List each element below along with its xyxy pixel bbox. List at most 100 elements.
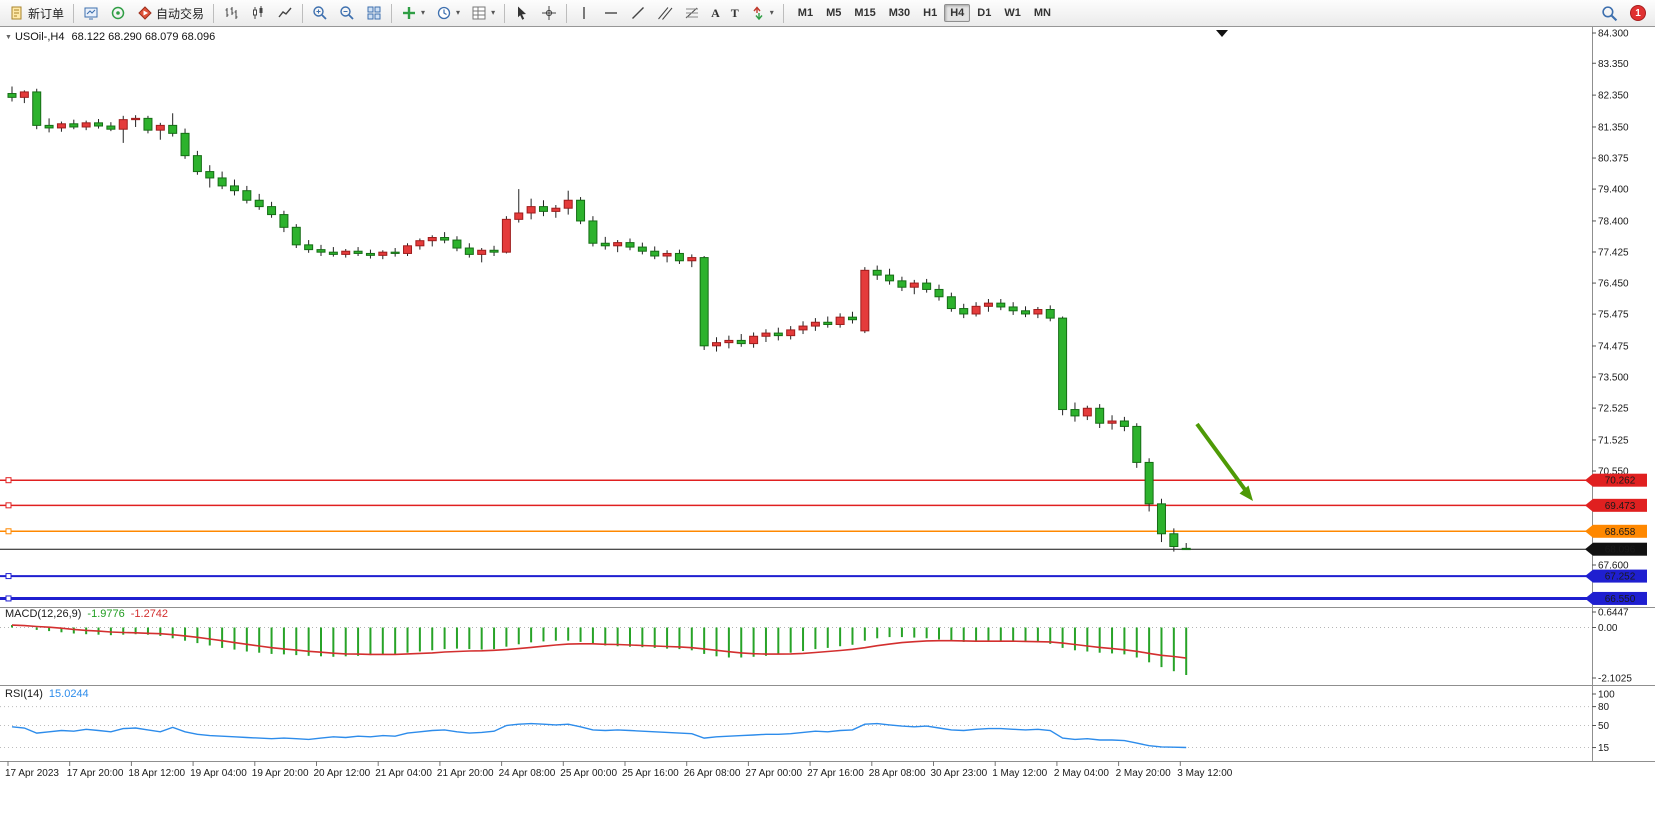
candle-body (810, 321, 820, 327)
indicators-dropdown-button[interactable]: ▾ (396, 2, 430, 24)
bar-chart-button[interactable] (218, 2, 244, 24)
level-lines[interactable] (0, 477, 1592, 602)
notification-badge[interactable]: 1 (1630, 5, 1646, 21)
timeframe-m15-button[interactable]: M15 (854, 7, 876, 19)
timeframe-m5-button[interactable]: M5 (826, 7, 842, 19)
timeframe-group: M1 M5 M15 M30 H1 H4 D1 W1 MN (792, 4, 1057, 22)
arrows-dropdown-button[interactable]: ▾ (745, 2, 779, 24)
time-axis[interactable]: 17 Apr 2023 17 Apr 20:00 18 Apr 12:00 19 Ap… (5, 761, 1233, 779)
candle-body (847, 316, 857, 321)
tile-windows-button[interactable] (361, 2, 387, 24)
candle-body (749, 335, 759, 345)
new-chart-button[interactable] (78, 2, 104, 24)
line-chart-button[interactable] (272, 2, 298, 24)
candlestick-chart-button[interactable] (245, 2, 271, 24)
scroll-end-marker[interactable] (1216, 30, 1228, 37)
channel-button[interactable] (652, 2, 678, 24)
template-dropdown-button[interactable]: ▾ (466, 2, 500, 24)
level-handle[interactable] (5, 477, 12, 484)
price-axis[interactable]: 84.300 83.350 82.350 81.350 80.375 79.400 78.4… (1592, 29, 1632, 755)
candle-body (452, 239, 462, 249)
candle-body (180, 132, 190, 157)
vertical-line-button[interactable] (571, 2, 597, 24)
candle-body (242, 190, 252, 201)
candle-body (7, 93, 17, 98)
timeframe-mn-button[interactable]: MN (1033, 7, 1051, 19)
candle-body (341, 250, 351, 255)
svg-text:79.400: 79.400 (1598, 185, 1629, 196)
trendline-button[interactable] (625, 2, 651, 24)
macd-name: MACD(12,26,9) (5, 608, 82, 620)
svg-text:24 Apr 08:00: 24 Apr 08:00 (499, 768, 556, 779)
svg-text:81.350: 81.350 (1598, 122, 1629, 133)
fibonacci-button[interactable] (679, 2, 705, 24)
toolbar: 新订单 自动交易 ▾ ▾ ▾ (0, 0, 1655, 27)
toolbar-separator (504, 3, 506, 23)
chart-title: ▼ USOil-,H4 68.122 68.290 68.079 68.096 (5, 31, 215, 43)
candle-body (576, 199, 586, 222)
period-dropdown-button[interactable]: ▾ (431, 2, 465, 24)
candle-body (1181, 547, 1191, 551)
search-button[interactable] (1596, 2, 1623, 24)
fibonacci-icon (685, 7, 699, 19)
svg-text:70.550: 70.550 (1598, 467, 1629, 478)
candle-body (786, 329, 796, 337)
candle-body (415, 240, 425, 247)
svg-text:28 Apr 08:00: 28 Apr 08:00 (869, 768, 926, 779)
candle-body (600, 242, 610, 247)
auto-trading-button[interactable]: 自动交易 (132, 2, 209, 24)
profiles-icon (111, 6, 125, 20)
macd-label: MACD(12,26,9) -1.9776 -1.2742 (5, 608, 168, 620)
toolbar-separator (782, 3, 784, 23)
timeframe-h1-button[interactable]: H1 (923, 7, 938, 19)
level-handle[interactable] (5, 573, 12, 580)
timeframe-h4-button[interactable]: H4 (944, 4, 971, 22)
zoom-in-button[interactable] (307, 2, 333, 24)
svg-text:1 May 12:00: 1 May 12:00 (992, 768, 1047, 779)
candle-body (427, 237, 437, 242)
timeframe-m1-button[interactable]: M1 (797, 7, 814, 19)
candle-body (217, 177, 227, 187)
level-handle[interactable] (5, 528, 12, 535)
candle-body (267, 206, 277, 216)
svg-text:17 Apr 2023: 17 Apr 2023 (5, 768, 59, 779)
candle-body (687, 257, 697, 262)
svg-text:68.658: 68.658 (1605, 527, 1636, 538)
candle-body (328, 251, 338, 255)
level-handle[interactable] (5, 595, 12, 602)
candle-body (1156, 503, 1166, 535)
label-button[interactable]: T (726, 2, 744, 24)
clock-icon (437, 6, 451, 20)
candle-body (1107, 420, 1117, 424)
chart-canvas[interactable]: 84.300 83.350 82.350 81.350 80.375 79.400 78.4… (0, 27, 1655, 830)
timeframe-d1-button[interactable]: D1 (977, 7, 992, 19)
level-handle[interactable] (5, 502, 12, 509)
candle-body (81, 122, 91, 128)
candle-body (155, 124, 165, 131)
timeframe-m30-button[interactable]: M30 (888, 7, 911, 19)
candle-body (885, 274, 895, 282)
candle-body (192, 155, 202, 173)
new-order-button[interactable]: 新订单 (4, 2, 69, 24)
svg-text:84.300: 84.300 (1598, 29, 1629, 40)
rsi-name: RSI(14) (5, 688, 43, 700)
candle-body (94, 122, 104, 127)
arrow-annotation[interactable] (1195, 422, 1253, 501)
crosshair-button[interactable] (536, 2, 562, 24)
cursor-button[interactable] (509, 2, 535, 24)
timeframe-w1-button[interactable]: W1 (1004, 7, 1021, 19)
text-button[interactable]: A (706, 2, 725, 24)
horizontal-line-button[interactable] (598, 2, 624, 24)
svg-text:21 Apr 20:00: 21 Apr 20:00 (437, 768, 494, 779)
svg-text:2 May 20:00: 2 May 20:00 (1116, 768, 1171, 779)
svg-text:20 Apr 12:00: 20 Apr 12:00 (314, 768, 371, 779)
svg-text:70.262: 70.262 (1605, 476, 1636, 487)
new-order-label: 新订单 (28, 6, 65, 21)
zoom-out-button[interactable] (334, 2, 360, 24)
trendline-icon (632, 7, 645, 19)
profiles-button[interactable] (105, 2, 131, 24)
price-tags[interactable]: 70.262 69.473 68.658 67.252 66.550 68.096 (1585, 473, 1647, 605)
label-tool-icon: T (730, 5, 739, 20)
collapse-arrow-icon[interactable]: ▼ (5, 34, 12, 41)
candle-body (489, 249, 499, 253)
